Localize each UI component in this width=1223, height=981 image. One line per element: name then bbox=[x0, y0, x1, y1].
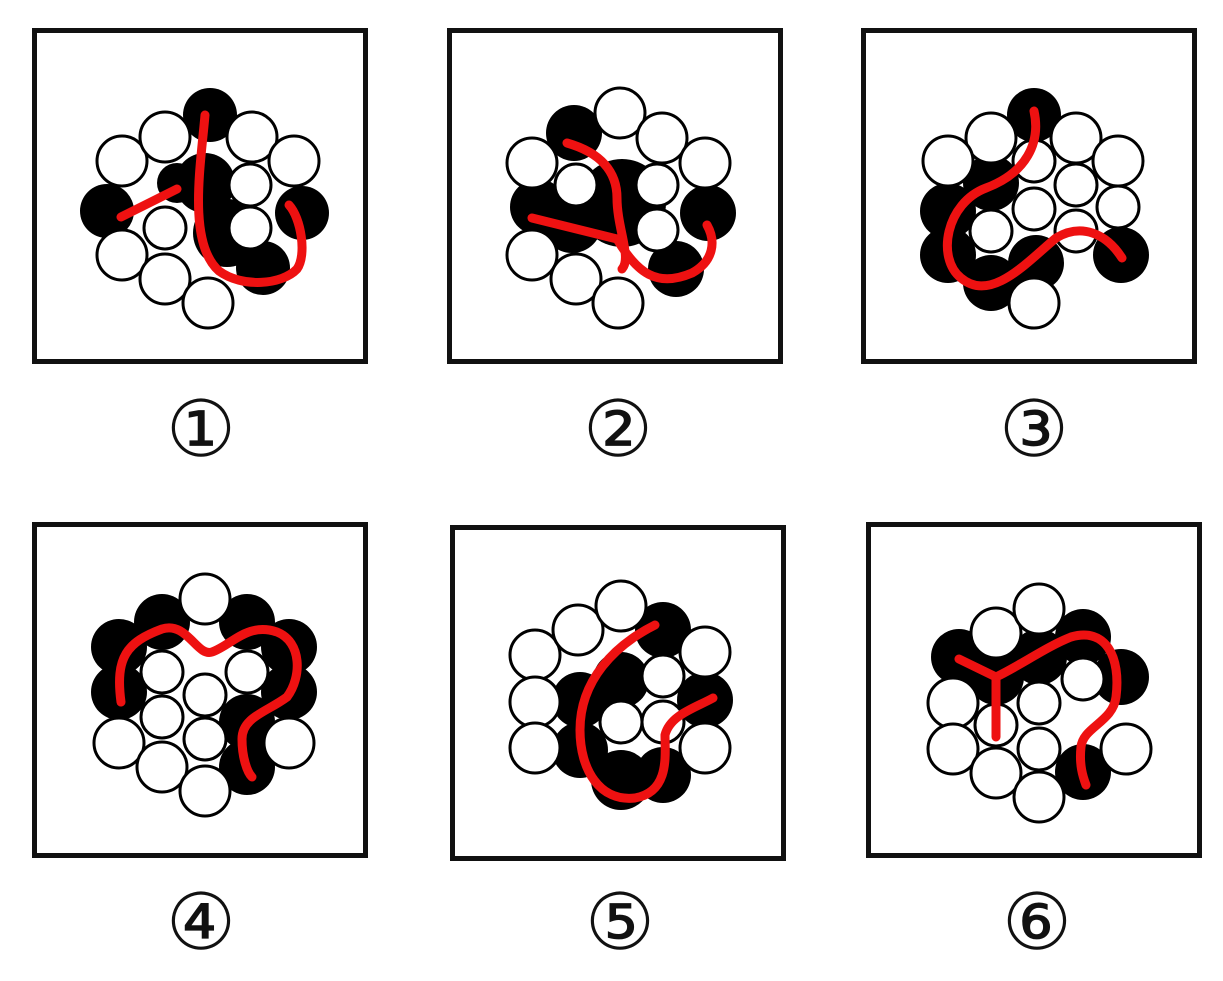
hex-cluster-5 bbox=[508, 579, 733, 810]
red-path-1 bbox=[116, 110, 307, 287]
panel-5 bbox=[450, 525, 786, 861]
hex-cluster-2 bbox=[505, 86, 736, 330]
label-6-text: ⑥ bbox=[1002, 878, 1072, 968]
panel-6 bbox=[866, 522, 1202, 858]
red-path-5 bbox=[575, 620, 718, 803]
label-4-text: ④ bbox=[166, 878, 236, 968]
red-path-4 bbox=[115, 623, 302, 782]
hex-cluster-6 bbox=[926, 582, 1153, 824]
label-3: ③ bbox=[989, 385, 1079, 475]
hex-cluster-1 bbox=[80, 88, 329, 330]
label-4: ④ bbox=[156, 878, 246, 968]
label-6: ⑥ bbox=[992, 878, 1082, 968]
label-2-text: ② bbox=[583, 385, 653, 475]
panel-3 bbox=[861, 28, 1197, 364]
label-1-text: ① bbox=[166, 385, 236, 475]
label-3-text: ③ bbox=[999, 385, 1069, 475]
label-5: ⑤ bbox=[575, 878, 665, 968]
red-path-2 bbox=[527, 138, 717, 284]
panel-1 bbox=[32, 28, 368, 364]
red-path-3 bbox=[942, 106, 1127, 291]
panel-4 bbox=[32, 522, 368, 858]
hex-cluster-4 bbox=[91, 572, 317, 818]
label-2: ② bbox=[573, 385, 663, 475]
label-5-text: ⑤ bbox=[585, 878, 655, 968]
red-path-6 bbox=[954, 630, 1122, 790]
white-balls bbox=[95, 110, 321, 330]
hex-cluster-3 bbox=[920, 88, 1149, 330]
panel-2 bbox=[447, 28, 783, 364]
label-1: ① bbox=[156, 385, 246, 475]
